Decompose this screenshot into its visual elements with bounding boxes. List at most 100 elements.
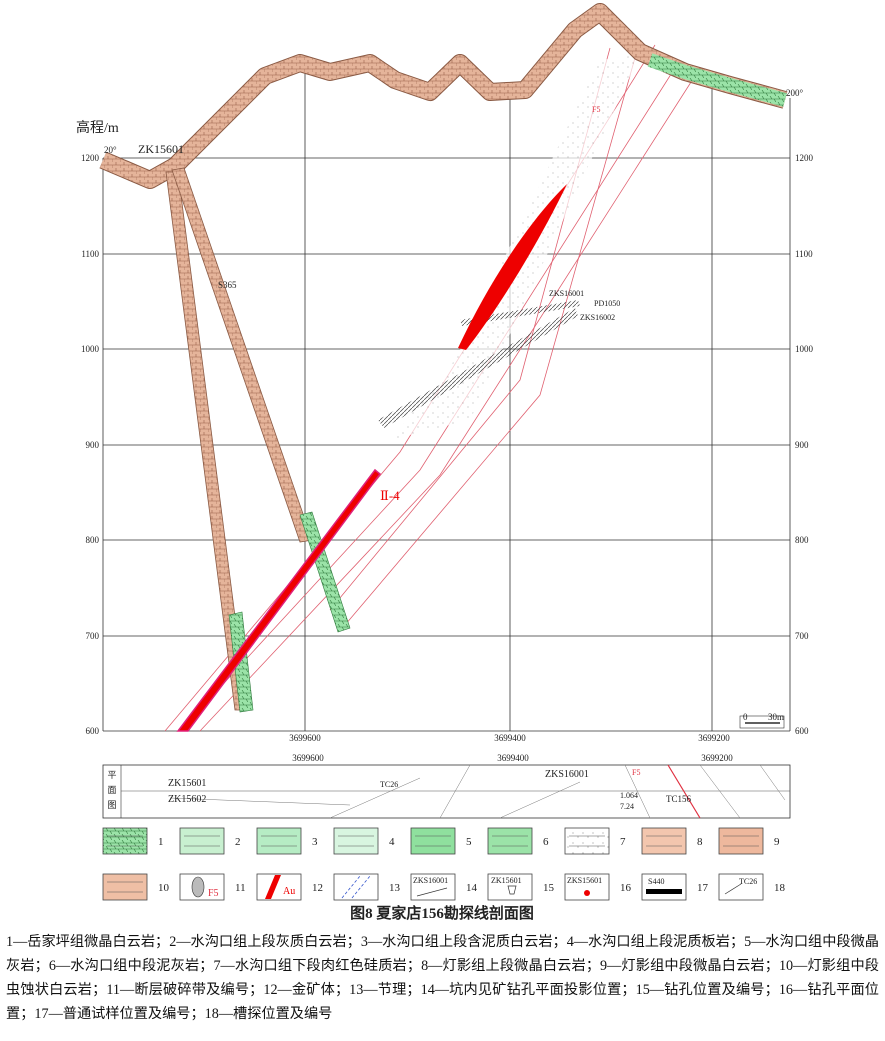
legend-hatch	[492, 835, 528, 847]
orebody	[176, 468, 382, 732]
legend-hatch	[723, 835, 759, 847]
legend-symbol	[256, 827, 302, 855]
legend-hatch	[107, 835, 143, 847]
orebody	[458, 184, 567, 350]
legend-symbol	[487, 827, 533, 855]
adit-label: PD1050	[594, 299, 620, 308]
elevation-label: 800	[795, 535, 809, 545]
legend-hole	[416, 887, 448, 897]
elevation-label: 1000	[81, 344, 100, 354]
legend-gold	[265, 875, 281, 899]
legend-number: 9	[774, 836, 780, 848]
plan-side-char: 平	[107, 770, 116, 780]
legend-hatch	[107, 881, 143, 893]
legend-symbol	[641, 873, 687, 901]
adit-hole	[460, 300, 580, 326]
adit-hole	[378, 308, 578, 428]
coordinate-label: 3699200	[698, 733, 730, 743]
plan-label: 1.064	[620, 791, 638, 800]
legend-hatch	[646, 835, 682, 847]
figure: 0 30m 高程/m 20° 200° ZK15601 S365 F5 ZKS1…	[76, 3, 814, 922]
legend-hatch	[261, 835, 297, 847]
legend-hatch	[184, 835, 220, 847]
fracture-zone	[390, 55, 640, 440]
description: 1—岳家坪组微晶白云岩；2—水沟口组上段灰质白云岩；3—水沟口组上段含泥质白云岩…	[6, 934, 879, 1022]
elevation-label: 1100	[81, 249, 99, 259]
azimuth: 20°	[104, 145, 117, 155]
legend-symbol	[718, 873, 764, 901]
elevation-label: 1000	[795, 344, 814, 354]
legend-hole	[507, 885, 517, 895]
legend-number: 11	[235, 882, 246, 894]
legend-symbol	[487, 873, 533, 901]
elevation-label: 600	[795, 726, 809, 736]
legend-symbol-label: TC26	[739, 877, 757, 886]
legend-number: 5	[466, 836, 472, 848]
plan-side-char: 图	[107, 800, 116, 810]
legend-number: 1	[158, 836, 164, 848]
plan-label: F5	[632, 768, 640, 777]
hole-label: ZKS16001	[549, 289, 584, 298]
legend-symbol-label: ZKS16001	[413, 876, 448, 885]
legend-symbol	[718, 827, 764, 855]
legend-fault	[191, 876, 205, 898]
hole-label: ZKS16002	[580, 313, 615, 322]
plan-side: 平面图	[107, 770, 116, 810]
legend-symbol	[564, 827, 610, 855]
legend-symbol	[410, 827, 456, 855]
plan-label: ZK15601	[168, 778, 206, 789]
legend-hatch	[415, 835, 451, 847]
elevation-label: 600	[86, 726, 100, 736]
plan-side-char: 面	[107, 785, 116, 795]
orebody-label: Ⅱ-4	[380, 488, 400, 503]
elevation-label: 700	[795, 631, 809, 641]
legend-number: 12	[312, 882, 323, 894]
legend-hatch	[338, 835, 374, 847]
borehole-green	[228, 611, 254, 713]
plan-label: TC26	[380, 780, 398, 789]
coordinate-label: 3699400	[494, 733, 526, 743]
fault-label: F5	[592, 105, 600, 114]
legend-symbol-label: F5	[208, 888, 219, 899]
legend-number: 10	[158, 882, 170, 894]
legend-number: 3	[312, 836, 318, 848]
plan-label: 7.24	[620, 802, 634, 811]
azimuth: 200°	[786, 88, 804, 98]
legend-symbol-label: S440	[648, 877, 664, 886]
elevation-label: 1200	[795, 153, 814, 163]
elevation-label: 1100	[795, 249, 813, 259]
legend-number: 4	[389, 836, 395, 848]
coordinate-label: 3699600	[289, 733, 321, 743]
legend-number: 14	[466, 882, 478, 894]
legend-number: 7	[620, 836, 626, 848]
legend-symbol-label: ZK15601	[491, 876, 522, 885]
plan-lines	[169, 764, 786, 819]
legend-symbol	[102, 873, 148, 901]
terrain-outline	[99, 3, 788, 189]
elevation-label: 800	[86, 535, 100, 545]
sample-label: S365	[218, 280, 237, 290]
scale-zero: 0	[743, 712, 748, 722]
legend-number: 8	[697, 836, 703, 848]
plan-label: ZKS16001	[545, 769, 589, 780]
legend-dot	[584, 890, 590, 896]
legend-symbol-label: Au	[283, 886, 295, 897]
axis-title: 高程/m	[76, 119, 119, 136]
coordinate-label: 3699200	[701, 753, 733, 763]
legend-trench	[724, 883, 742, 895]
elevation-label: 900	[795, 440, 809, 450]
elevation-label: 700	[86, 631, 100, 641]
legend-number: 6	[543, 836, 549, 848]
legend-number: 15	[543, 882, 555, 894]
plan-frame	[102, 764, 791, 819]
plan-fault	[667, 764, 701, 819]
terrain-green	[647, 53, 787, 107]
legend-symbol	[333, 873, 379, 901]
fault-lines	[164, 39, 701, 732]
plan-label: TC156	[666, 794, 692, 804]
legend-symbol	[333, 827, 379, 855]
scale-length: 30m	[768, 712, 784, 722]
legend-symbol	[641, 827, 687, 855]
